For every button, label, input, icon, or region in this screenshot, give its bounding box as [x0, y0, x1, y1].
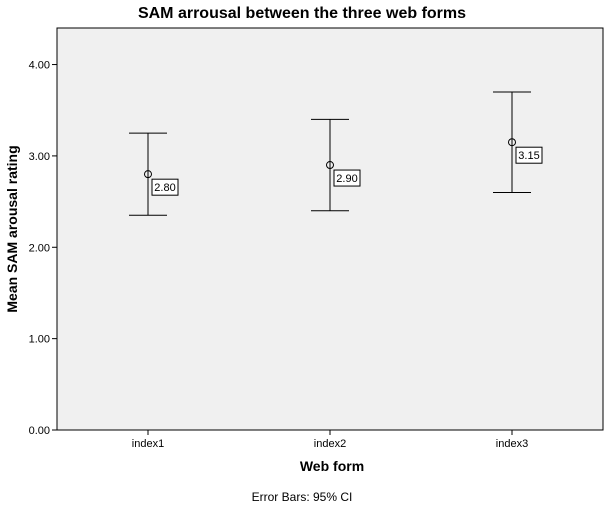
x-tick-label: index1	[132, 438, 164, 450]
mean-point	[144, 170, 152, 179]
x-axis: index1 index2 index3	[132, 430, 528, 450]
y-tick-label: 4.00	[29, 60, 50, 72]
mean-label-box	[515, 146, 543, 164]
mean-label-box	[151, 178, 179, 196]
x-axis-title: Web form	[300, 458, 364, 474]
y-tick-label: 1.00	[29, 334, 50, 346]
mean-data-label: 2.80	[154, 182, 175, 194]
mean-data-label: 3.15	[518, 150, 539, 162]
error-bars-footnote: Error Bars: 95% CI	[252, 490, 353, 504]
x-tick-label: index3	[496, 438, 528, 450]
y-axis-title: Mean SAM arousal rating	[4, 145, 20, 312]
chart-title: SAM arrousal between the three web forms	[138, 5, 466, 22]
y-tick-label: 0.00	[29, 425, 50, 437]
y-tick-label: 3.00	[29, 151, 50, 163]
mean-label-box	[333, 169, 361, 187]
y-tick-label: 2.00	[29, 242, 50, 254]
mean-data-label: 2.90	[336, 173, 357, 185]
x-tick-label: index2	[314, 438, 346, 450]
plot-area	[56, 27, 604, 431]
y-axis: 0.00 1.00 2.00 3.00 4.00	[29, 60, 57, 437]
mean-point	[326, 161, 334, 170]
error-bars: 2.80 2.90 3.15	[129, 91, 543, 216]
mean-point	[508, 138, 516, 147]
